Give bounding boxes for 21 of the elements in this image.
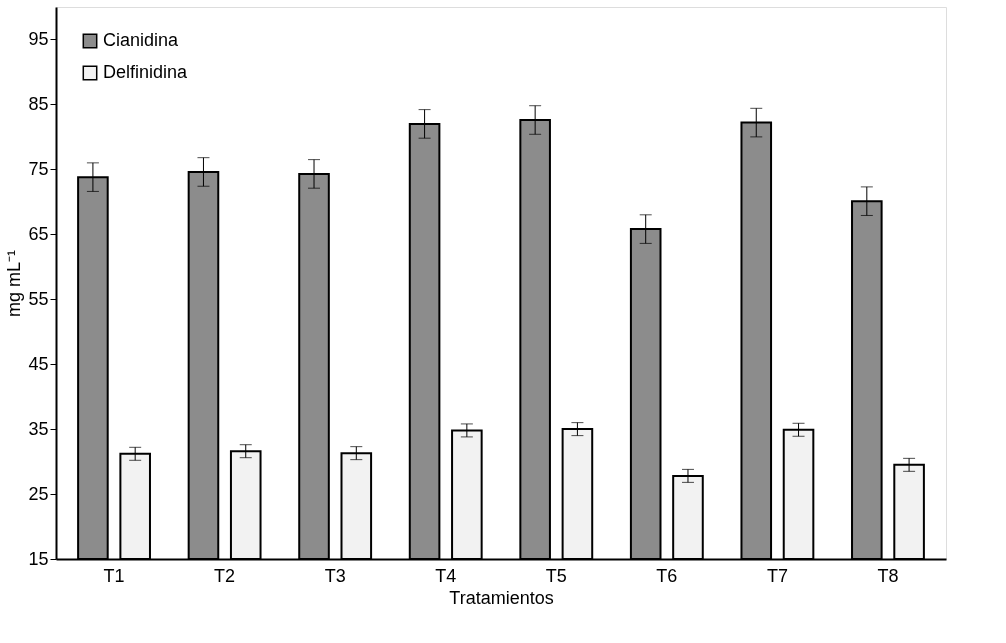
y-tick-label: 95 [28, 28, 49, 49]
y-tick-label: 35 [28, 418, 49, 439]
y-tick-label: 45 [28, 353, 49, 374]
y-tick-label: 75 [28, 158, 49, 179]
y-tick-label: 15 [28, 548, 49, 569]
x-tick-label: T1 [103, 565, 125, 586]
x-axis-title: Tratamientos [449, 587, 554, 608]
x-tick-label: T7 [766, 565, 788, 586]
x-tick-label: T2 [214, 565, 236, 586]
y-tick-label: 55 [28, 288, 49, 309]
y-tick-label: 25 [28, 483, 49, 504]
legend-label: Delfinidina [103, 62, 189, 82]
x-tick-label: T4 [435, 565, 457, 586]
x-tick-label: T8 [877, 565, 899, 586]
y-tick-label: 65 [28, 223, 49, 244]
x-tick-label: T5 [545, 565, 567, 586]
y-tick-label: 85 [28, 93, 49, 114]
y-axis-title: mg mL⁻¹ [4, 249, 25, 318]
x-tick-label: T6 [656, 565, 678, 586]
x-tick-label: T3 [324, 565, 346, 586]
legend-label: Cianidina [103, 30, 180, 50]
